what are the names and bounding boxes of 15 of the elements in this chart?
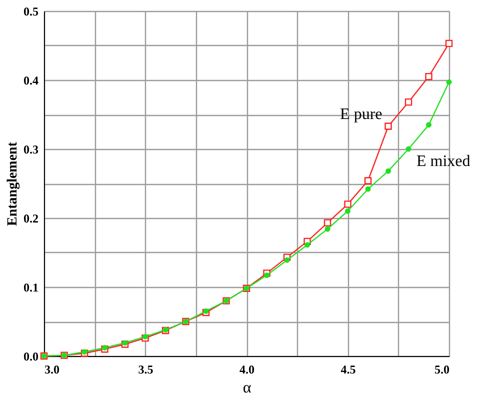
series-label: E mixed [416,153,470,170]
x-tick-label: 4.0 [240,362,254,376]
y-tick-label: 0.4 [24,74,38,88]
y-tick-label: 0.2 [24,212,38,226]
x-tick-label: 5.0 [434,362,450,376]
y-tick-label: 0.0 [24,350,38,364]
y-tick-label: 0.1 [24,280,38,294]
x-axis-title: α [242,380,252,396]
y-axis-title: Entanglement [6,142,20,226]
y-tick-label: 0.3 [24,142,38,156]
x-tick-label: 4.5 [340,362,356,376]
x-tick-label: 3.5 [138,362,154,376]
y-tick-label: 0.5 [24,4,38,18]
series-label: E pure [340,106,382,124]
x-tick-label: 3.0 [44,362,60,376]
